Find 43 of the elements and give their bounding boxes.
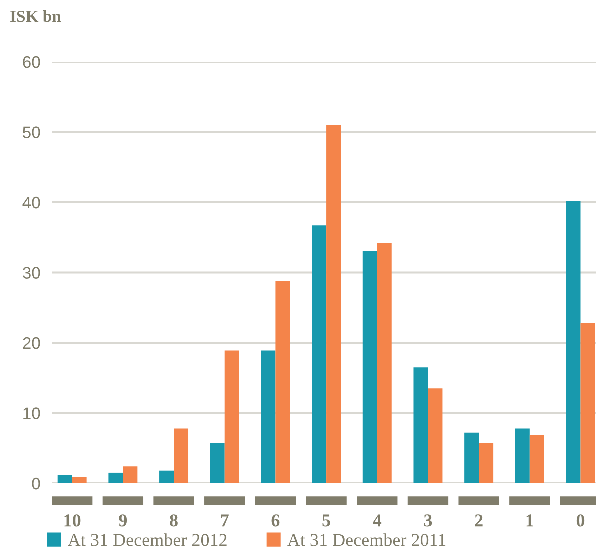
y-axis-title: ISK bn <box>10 10 62 22</box>
x-tick-label: 8 <box>170 514 178 527</box>
bar <box>428 388 443 484</box>
bar <box>515 428 530 484</box>
bar <box>326 125 342 484</box>
bar <box>123 466 138 484</box>
bar <box>479 443 494 484</box>
bar <box>276 281 290 484</box>
bar <box>464 432 480 484</box>
y-tick-label: 0 <box>32 478 40 490</box>
x-tick-label: 0 <box>576 514 585 527</box>
y-tick-label: 50 <box>23 126 40 138</box>
x-tick-label: 9 <box>119 514 128 527</box>
bar <box>414 368 428 484</box>
bar <box>377 243 392 484</box>
bar <box>108 472 124 484</box>
bar <box>566 201 581 484</box>
y-tick-label: 30 <box>22 267 40 279</box>
bar <box>160 470 174 484</box>
bar <box>58 475 72 484</box>
x-tick-label: 5 <box>322 514 330 527</box>
bar <box>362 250 378 484</box>
x-tick-label: 6 <box>272 514 280 527</box>
bar <box>580 323 596 484</box>
y-tick-label: 60 <box>23 56 40 68</box>
bar <box>210 443 225 484</box>
bar <box>174 428 189 484</box>
bar <box>312 226 327 484</box>
x-tick-label: 10 <box>64 514 81 527</box>
x-tick-label: 3 <box>424 514 432 527</box>
x-tick-label: 7 <box>221 514 229 527</box>
legend-label: At 31 December 2012 <box>68 534 227 546</box>
bar <box>72 477 87 484</box>
x-tick-label: 4 <box>373 514 382 527</box>
bar <box>224 350 240 484</box>
x-tick-label: 1 <box>526 514 534 527</box>
y-tick-label: 10 <box>24 408 40 420</box>
x-tick-label: 2 <box>475 514 483 527</box>
bar <box>530 435 544 484</box>
legend-label: At 31 December 2011 <box>288 534 446 546</box>
y-tick-label: 20 <box>23 337 40 350</box>
y-tick-label: 40 <box>22 196 40 209</box>
bar <box>261 350 276 484</box>
